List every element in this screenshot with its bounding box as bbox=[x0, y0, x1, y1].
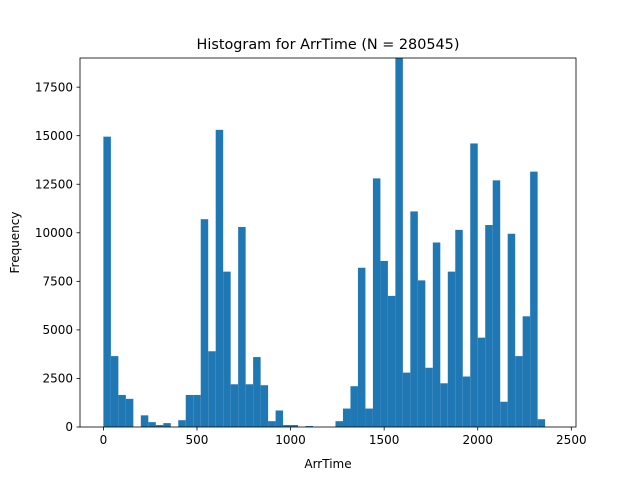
histogram-bar bbox=[140, 415, 149, 427]
histogram-bar bbox=[492, 180, 501, 427]
histogram-bar bbox=[372, 178, 381, 427]
histogram-bar bbox=[275, 410, 284, 427]
chart-title: Histogram for ArrTime (N = 280545) bbox=[197, 37, 460, 53]
histogram-bar bbox=[208, 351, 216, 427]
y-tick-label: 12500 bbox=[35, 177, 73, 191]
histogram-bar bbox=[335, 421, 343, 427]
histogram-bar bbox=[125, 398, 134, 427]
y-tick-label: 15000 bbox=[35, 129, 73, 143]
histogram-bar bbox=[402, 372, 411, 427]
x-tick-label: 0 bbox=[100, 433, 108, 447]
histogram-bar bbox=[350, 386, 358, 427]
histogram-bar bbox=[283, 425, 291, 427]
histogram-bar bbox=[387, 295, 396, 427]
histogram-bar bbox=[238, 226, 246, 427]
histogram-bar bbox=[410, 211, 418, 427]
histogram-bar bbox=[223, 271, 231, 427]
x-axis-ticks: 0 500 1000 1500 2000 2500 bbox=[100, 427, 587, 447]
histogram-bar bbox=[148, 422, 156, 427]
histogram-bar bbox=[440, 383, 448, 427]
histogram-bar bbox=[507, 233, 516, 427]
histogram-bar bbox=[260, 385, 269, 427]
histogram-bar bbox=[530, 171, 538, 427]
histogram-bar bbox=[253, 357, 261, 427]
histogram-bar bbox=[268, 421, 276, 427]
histogram-bar bbox=[110, 356, 119, 427]
histogram-bar bbox=[522, 316, 531, 427]
x-tick-label: 2500 bbox=[556, 433, 587, 447]
bars-group bbox=[103, 58, 546, 427]
histogram-bar bbox=[118, 394, 126, 427]
y-tick-label: 10000 bbox=[35, 226, 73, 240]
y-tick-label: 2500 bbox=[42, 372, 73, 386]
histogram-bar bbox=[470, 143, 478, 427]
y-axis-label: Frequency bbox=[8, 212, 22, 274]
histogram-bar bbox=[305, 426, 314, 427]
histogram-bar bbox=[155, 425, 164, 427]
histogram-bar bbox=[365, 408, 373, 427]
y-tick-label: 0 bbox=[65, 420, 73, 434]
histogram-bar bbox=[425, 367, 433, 427]
histogram-bar bbox=[357, 267, 366, 427]
histogram-bar bbox=[103, 136, 111, 427]
histogram-bar bbox=[215, 129, 224, 427]
histogram-bar bbox=[477, 337, 486, 427]
x-tick-label: 1000 bbox=[275, 433, 306, 447]
histogram-bar bbox=[432, 242, 441, 427]
histogram-bar bbox=[185, 394, 194, 427]
histogram-bar bbox=[515, 356, 523, 427]
histogram-bar bbox=[455, 229, 463, 427]
plot-frame bbox=[79, 57, 577, 428]
histogram-bar bbox=[485, 225, 493, 427]
x-tick-label: 500 bbox=[186, 433, 209, 447]
histogram-bar bbox=[193, 394, 201, 427]
histogram-bar bbox=[245, 384, 254, 427]
histogram-bar bbox=[200, 219, 209, 427]
histogram-bar bbox=[230, 384, 239, 427]
histogram-bar bbox=[342, 408, 351, 427]
histogram-bar bbox=[462, 376, 471, 427]
histogram-bar bbox=[500, 401, 508, 427]
y-tick-label: 17500 bbox=[35, 80, 73, 94]
histogram-bar bbox=[417, 280, 426, 427]
histogram-bar bbox=[447, 271, 456, 427]
y-tick-label: 5000 bbox=[42, 323, 73, 337]
y-axis-ticks: 0 2500 5000 7500 10000 12500 15000 17500 bbox=[35, 80, 80, 434]
x-tick-label: 1500 bbox=[369, 433, 400, 447]
histogram-bar bbox=[380, 260, 388, 427]
x-tick-label: 2000 bbox=[462, 433, 493, 447]
histogram-bar bbox=[395, 58, 403, 427]
histogram-bar bbox=[163, 423, 171, 427]
x-axis-label: ArrTime bbox=[304, 457, 351, 471]
histogram-bar bbox=[178, 420, 186, 427]
histogram-bar bbox=[537, 419, 546, 427]
histogram-bar bbox=[290, 425, 299, 427]
y-tick-label: 7500 bbox=[42, 275, 73, 289]
